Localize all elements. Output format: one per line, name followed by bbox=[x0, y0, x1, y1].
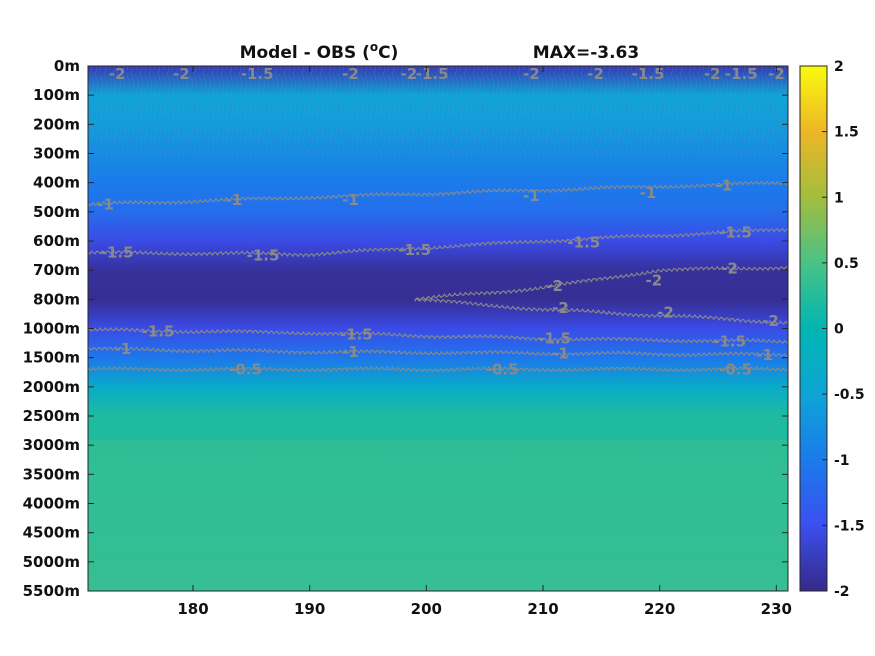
contour-line bbox=[414, 297, 788, 325]
y-tick-label: 4500m bbox=[23, 524, 80, 542]
max-annotation: MAX=-3.63 bbox=[533, 43, 639, 63]
y-axis: 0m 100m 200m 300m 400m 500m 600m 700m 800m 1000m 1… bbox=[23, 57, 788, 600]
contour-label: -1.5 bbox=[101, 244, 134, 262]
y-tick-label: 100m bbox=[33, 86, 80, 104]
y-tick-label: 2500m bbox=[23, 407, 80, 425]
y-tick-label: 200m bbox=[33, 115, 80, 133]
contour-line bbox=[88, 227, 788, 258]
y-tick-label: 2000m bbox=[23, 378, 80, 396]
surface-contour-label: -2 bbox=[400, 65, 417, 83]
colorbar-tick-label: -1.5 bbox=[834, 518, 865, 534]
contour-label: -1.5 bbox=[719, 223, 752, 241]
contour-label: -1.5 bbox=[713, 333, 746, 351]
colorbar-ticks: 2 1.5 1 0.5 0 -0.5 -1 -1.5 -2 bbox=[822, 59, 865, 600]
contour-label: -1 bbox=[640, 184, 657, 202]
degree-superscript: o bbox=[370, 40, 378, 54]
y-tick-label: 1000m bbox=[23, 320, 80, 338]
contour-label: -2 bbox=[546, 277, 563, 295]
y-tick-label: 400m bbox=[33, 174, 80, 192]
contour-label: -1 bbox=[97, 196, 114, 214]
contour-label: -2 bbox=[552, 299, 569, 317]
y-tick-label: 300m bbox=[33, 145, 80, 163]
y-tick-label: 800m bbox=[33, 290, 80, 308]
contour-label: -2 bbox=[721, 260, 738, 278]
contour-label: -1 bbox=[756, 346, 773, 364]
y-tick-label: 3000m bbox=[23, 436, 80, 454]
contour-label: -2 bbox=[645, 271, 662, 289]
contour-label: -1.5 bbox=[142, 322, 175, 340]
contour-label: -1 bbox=[115, 340, 132, 358]
surface-contour-label: -1.5 bbox=[416, 65, 449, 83]
surface-contour-label: -1.5 bbox=[241, 65, 274, 83]
contour-label: -2 bbox=[762, 312, 779, 330]
contour-label: -1.5 bbox=[398, 241, 431, 259]
contour-label: -1.5 bbox=[567, 233, 600, 251]
x-tick-label: 190 bbox=[294, 600, 325, 618]
contour-label: -1 bbox=[342, 191, 359, 209]
surface-contour-label: -1.5 bbox=[725, 65, 758, 83]
contour-label: -1 bbox=[552, 344, 569, 362]
y-tick-label: 4000m bbox=[23, 495, 80, 513]
x-tick-label: 200 bbox=[411, 600, 442, 618]
surface-noise-band bbox=[88, 66, 788, 156]
y-tick-label: 600m bbox=[33, 232, 80, 250]
surface-contour-label: -1.5 bbox=[632, 65, 665, 83]
surface-contour-label: -2 bbox=[342, 65, 359, 83]
y-tick-label: 3500m bbox=[23, 465, 80, 483]
colorbar-tick-label: 1.5 bbox=[834, 125, 859, 141]
colorbar-tick-label: 0.5 bbox=[834, 256, 859, 272]
contour-label: -0.5 bbox=[229, 360, 262, 378]
contour-label: -1.5 bbox=[247, 247, 280, 265]
surface-contour-label: -2 bbox=[109, 65, 126, 83]
contour-line bbox=[88, 180, 788, 207]
deep-water-patch bbox=[88, 440, 788, 591]
colorbar: 2 1.5 1 0.5 0 -0.5 -1 -1.5 -2 bbox=[799, 59, 865, 600]
x-tick-label: 220 bbox=[644, 600, 675, 618]
plot-area: -1 -1 -1 -1 -1 -1-1.5 -1.5 -1.5 -1.5-1.5-2 -2-2-2… bbox=[87, 65, 789, 592]
contour-label: -1 bbox=[342, 343, 359, 361]
chart-title: Model - OBS (oC) bbox=[240, 40, 399, 63]
contour-label: -1.5 bbox=[340, 325, 373, 343]
y-tick-label: 5000m bbox=[23, 553, 80, 571]
y-tick-label: 5500m bbox=[23, 582, 80, 600]
y-tick-label: 500m bbox=[33, 203, 80, 221]
colorbar-tick-label: 1 bbox=[834, 190, 844, 206]
contour-line bbox=[88, 346, 788, 358]
colorbar-tick-label: 2 bbox=[834, 59, 844, 75]
contour-label: -1 bbox=[523, 187, 540, 205]
x-tick-label: 210 bbox=[527, 600, 558, 618]
contour-label: -0.5 bbox=[719, 360, 752, 378]
contour-label: -1 bbox=[715, 177, 732, 195]
surface-contour-label: -2 bbox=[704, 65, 721, 83]
x-tick-label: 230 bbox=[761, 600, 792, 618]
contour-line bbox=[88, 326, 788, 345]
y-tick-label: 0m bbox=[54, 57, 80, 75]
contour-labels: -1 -1 -1 -1 -1 -1-1.5 -1.5 -1.5 -1.5-1.5-2 -2-2-2… bbox=[97, 65, 785, 378]
y-tick-label: 700m bbox=[33, 261, 80, 279]
surface-contour-label: -2 bbox=[768, 65, 785, 83]
y-tick-label: 1500m bbox=[23, 349, 80, 367]
contour-label: -2 bbox=[657, 303, 674, 321]
colorbar-tick-label: -0.5 bbox=[834, 387, 865, 403]
surface-contour-label: -2 bbox=[523, 65, 540, 83]
contour-line bbox=[414, 265, 788, 302]
x-tick-label: 180 bbox=[177, 600, 208, 618]
colorbar-tick-label: 0 bbox=[834, 322, 844, 338]
contour-line bbox=[88, 365, 788, 373]
contour-label: -0.5 bbox=[486, 360, 519, 378]
surface-contour-label: -2 bbox=[587, 65, 604, 83]
surface-contour-label: -2 bbox=[173, 65, 190, 83]
x-axis: 180 190 200 210 220 230 bbox=[177, 66, 792, 618]
contour-label: -1 bbox=[225, 191, 242, 209]
colorbar-tick-label: -1 bbox=[834, 453, 850, 469]
contour-lines bbox=[88, 180, 788, 373]
contour-label: -1.5 bbox=[538, 330, 571, 348]
colorbar-tick-label: -2 bbox=[834, 584, 850, 600]
